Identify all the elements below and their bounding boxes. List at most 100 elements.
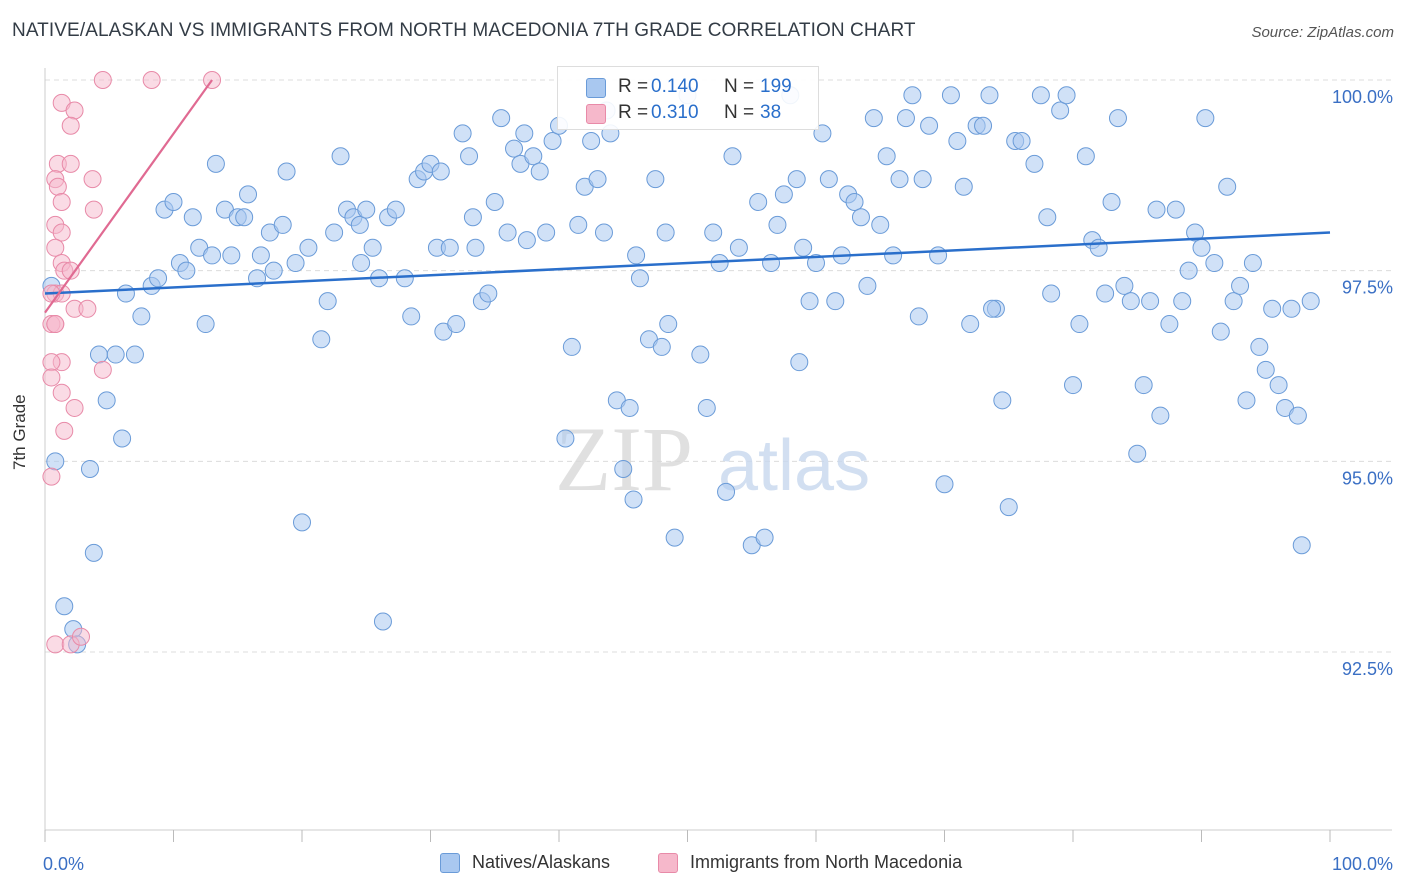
data-point-natives (177, 261, 196, 280)
trend-line-macedonia (44, 79, 213, 314)
data-point-natives (993, 391, 1012, 410)
data-point-natives (485, 193, 504, 212)
data-point-natives (903, 86, 922, 105)
data-point-natives (1282, 299, 1301, 318)
trend-lines (44, 79, 1331, 314)
legend-item-macedonia[interactable]: Immigrants from North Macedonia (658, 852, 962, 873)
data-point-natives (999, 498, 1018, 517)
data-point-natives (1237, 391, 1256, 410)
data-point-natives (373, 612, 392, 631)
data-point-natives (183, 208, 202, 227)
data-point-macedonia (61, 261, 80, 280)
data-point-macedonia (52, 383, 71, 402)
x-tick-label-left: 0.0% (43, 854, 84, 874)
data-point-natives (1301, 292, 1320, 311)
data-point-natives (460, 147, 479, 166)
data-point-natives (980, 86, 999, 105)
trend-line-natives (44, 231, 1331, 295)
data-point-natives (1186, 223, 1205, 242)
data-point-natives (920, 116, 939, 135)
data-point-natives (1121, 292, 1140, 311)
data-point-natives (125, 345, 144, 364)
data-point-natives (909, 307, 928, 326)
data-point-natives (1051, 101, 1070, 120)
data-point-natives (206, 154, 225, 173)
data-point-natives (530, 162, 549, 181)
data-point-natives (594, 223, 613, 242)
data-point-natives (691, 345, 710, 364)
stats-row-macedonia: R = 0.310 N = 38 (558, 101, 820, 127)
data-point-natives (768, 215, 787, 234)
data-point-natives (787, 170, 806, 189)
data-point-natives (479, 284, 498, 303)
data-point-natives (524, 147, 543, 166)
data-point-natives (463, 208, 482, 227)
data-point-natives (517, 231, 536, 250)
data-point-macedonia (42, 368, 61, 387)
data-point-natives (1224, 292, 1243, 311)
data-point-natives (453, 124, 472, 143)
legend-item-natives[interactable]: Natives/Alaskans (440, 852, 610, 873)
data-point-natives (1096, 284, 1115, 303)
data-point-natives (819, 170, 838, 189)
data-point-natives (164, 193, 183, 212)
data-point-natives (697, 398, 716, 417)
data-point-macedonia (65, 398, 84, 417)
data-point-natives (1250, 337, 1269, 356)
data-point-natives (665, 528, 684, 547)
data-point-natives (286, 254, 305, 273)
stats-n-value: 199 (760, 76, 792, 97)
data-point-natives (624, 490, 643, 509)
data-point-natives (1211, 322, 1230, 341)
data-point-natives (1012, 132, 1031, 151)
bottom-legend: Natives/Alaskans Immigrants from North M… (0, 852, 1406, 878)
data-point-natives (556, 429, 575, 448)
data-point-natives (113, 429, 132, 448)
stats-r-value: 0.310 (651, 102, 699, 123)
data-point-macedonia (83, 170, 102, 189)
data-point-natives (466, 238, 485, 257)
data-point-natives (1192, 238, 1211, 257)
data-point-natives (196, 315, 215, 334)
data-point-natives (1151, 406, 1170, 425)
data-point-natives (935, 475, 954, 494)
y-tick-label: 92.5% (1342, 659, 1393, 679)
data-point-natives (1243, 254, 1262, 273)
data-point-natives (431, 162, 450, 181)
legend-swatch-blue (440, 852, 460, 873)
data-point-natives (974, 116, 993, 135)
data-point-natives (537, 223, 556, 242)
data-point-natives (656, 223, 675, 242)
stats-r-label: R = (618, 102, 649, 123)
data-point-natives (350, 215, 369, 234)
data-point-natives (132, 307, 151, 326)
data-point-natives (1218, 177, 1237, 196)
data-point-natives (582, 132, 601, 151)
data-point-natives (352, 254, 371, 273)
data-point-natives (277, 162, 296, 181)
data-point-natives (864, 109, 883, 128)
data-point-natives (762, 254, 781, 273)
data-point-natives (1256, 360, 1275, 379)
data-point-natives (1141, 292, 1160, 311)
legend-label-natives: Natives/Alaskans (472, 852, 611, 872)
data-point-natives (652, 337, 671, 356)
data-point-natives (941, 86, 960, 105)
data-point-macedonia (42, 353, 61, 372)
data-point-natives (627, 246, 646, 265)
data-point-natives (80, 459, 99, 478)
data-point-natives (929, 246, 948, 265)
stats-n-label: N = (724, 76, 755, 97)
data-point-natives (299, 238, 318, 257)
data-point-macedonia (142, 71, 161, 89)
data-point-natives (55, 597, 74, 616)
data-point-natives (845, 193, 864, 212)
source-credit: Source: ZipAtlas.com (1251, 24, 1394, 41)
data-point-natives (116, 284, 135, 303)
axes (44, 68, 1392, 842)
data-point-natives (89, 345, 108, 364)
data-point-natives (46, 452, 65, 471)
data-point-natives (723, 147, 742, 166)
data-point-natives (363, 238, 382, 257)
data-point-natives (543, 132, 562, 151)
